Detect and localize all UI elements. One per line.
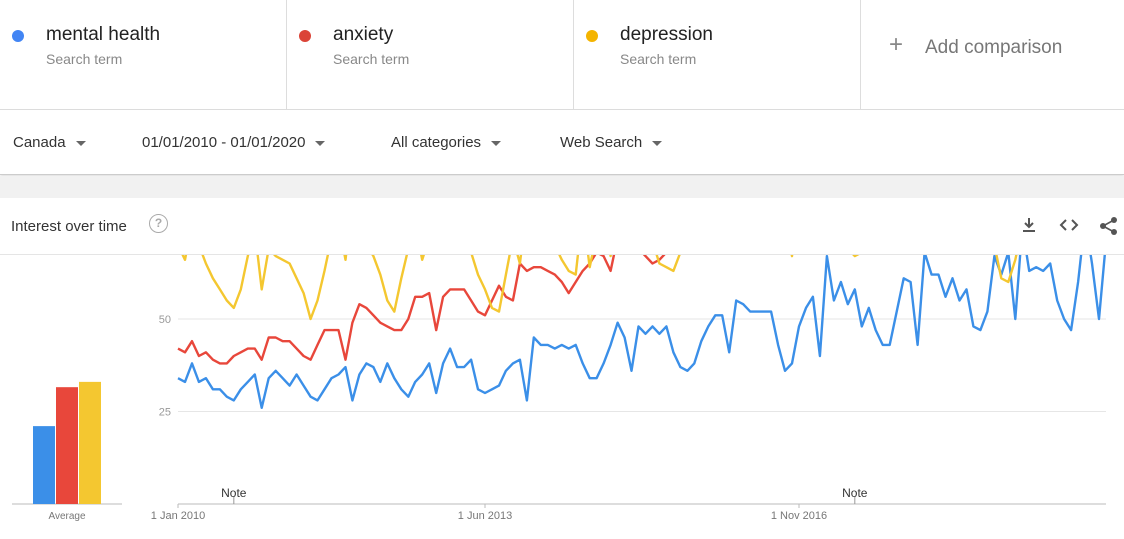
average-bar-1 xyxy=(33,426,55,504)
y-tick-label: 50 xyxy=(159,314,171,326)
note-label: Note xyxy=(221,486,247,500)
note-label: Note xyxy=(842,486,868,500)
term-name: anxiety xyxy=(333,24,394,45)
add-comparison-label: Add comparison xyxy=(925,37,1063,58)
download-icon[interactable] xyxy=(1020,216,1038,239)
term-card-depression[interactable]: depression Search term xyxy=(574,0,861,109)
term-subtitle: Search term xyxy=(46,51,123,67)
date-range-value: 01/01/2010 - 01/01/2020 xyxy=(142,134,306,151)
plus-icon: + xyxy=(889,31,904,58)
term-name: mental health xyxy=(46,24,161,45)
series-line-3 xyxy=(181,255,1018,321)
series-color-dot xyxy=(12,30,24,42)
series-line-2 xyxy=(177,255,666,365)
region-dropdown[interactable]: Canada xyxy=(13,134,86,151)
average-label: Average xyxy=(48,511,86,522)
category-value: All categories xyxy=(391,134,482,151)
term-name: depression xyxy=(620,24,713,45)
search-type-dropdown[interactable]: Web Search xyxy=(560,134,663,151)
term-subtitle: Search term xyxy=(620,51,697,67)
series-line-1 xyxy=(177,255,1106,410)
series-color-dot xyxy=(586,30,598,42)
filters-bar: Canada 01/01/2010 - 01/01/2020 All categ… xyxy=(0,110,1124,175)
chevron-down-icon xyxy=(652,140,663,146)
help-icon[interactable]: ? xyxy=(149,214,168,233)
series-color-dot xyxy=(299,30,311,42)
average-bar-3 xyxy=(79,381,101,504)
average-bar-2 xyxy=(56,387,78,504)
y-tick-label: 25 xyxy=(159,407,171,419)
chevron-down-icon xyxy=(75,140,86,146)
date-range-dropdown[interactable]: 01/01/2010 - 01/01/2020 xyxy=(142,134,326,151)
chevron-down-icon xyxy=(315,140,326,146)
x-tick-label: 1 Jun 2013 xyxy=(458,510,512,522)
category-dropdown[interactable]: All categories xyxy=(391,134,502,151)
term-card-anxiety[interactable]: anxiety Search term xyxy=(287,0,574,109)
interest-over-time-header: Interest over time ? xyxy=(0,198,1124,255)
section-title: Interest over time xyxy=(11,218,127,235)
embed-icon[interactable] xyxy=(1059,216,1079,239)
chevron-down-icon xyxy=(491,140,502,146)
add-comparison-button[interactable]: + Add comparison xyxy=(861,0,1124,109)
term-card-mental-health[interactable]: mental health Search term xyxy=(0,0,287,109)
search-terms-bar: mental health Search term anxiety Search… xyxy=(0,0,1124,110)
section-gap xyxy=(0,176,1124,198)
region-value: Canada xyxy=(13,134,66,151)
share-icon[interactable] xyxy=(1099,216,1119,241)
term-subtitle: Search term xyxy=(333,51,410,67)
search-type-value: Web Search xyxy=(560,134,643,151)
x-tick-label: 1 Nov 2016 xyxy=(771,510,827,522)
x-tick-label: 1 Jan 2010 xyxy=(151,510,205,522)
